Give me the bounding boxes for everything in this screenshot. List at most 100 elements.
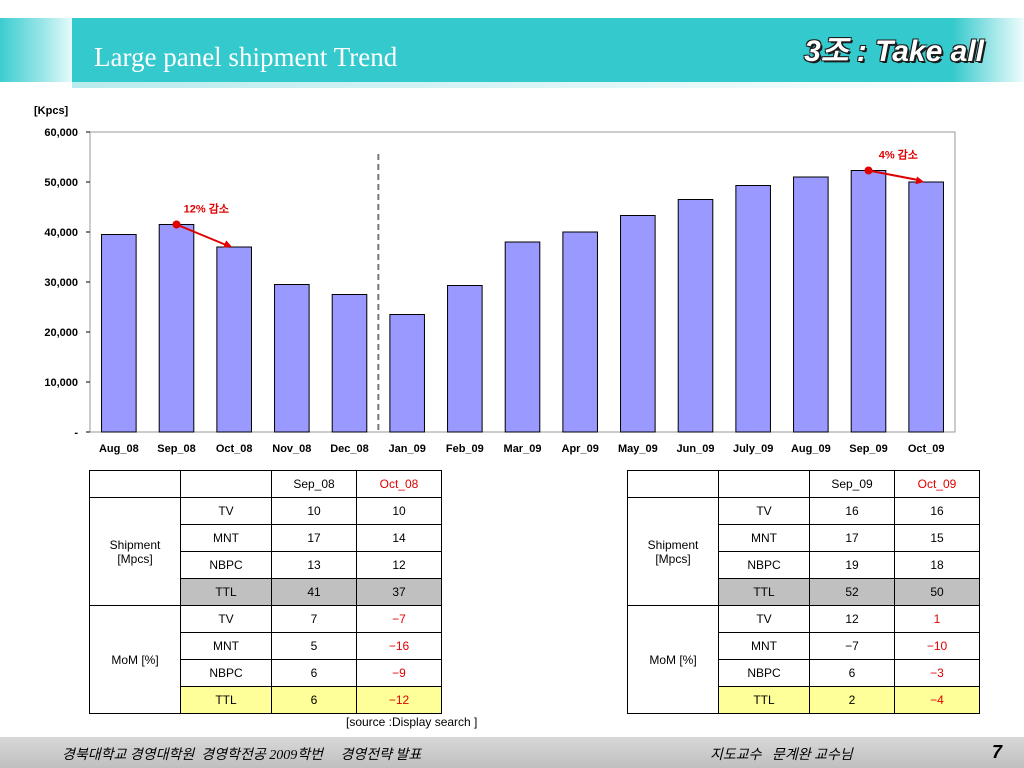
bar: [447, 285, 483, 433]
row-group-label: MoM [%]: [89, 605, 181, 714]
bar: [793, 176, 829, 433]
row-label: TV: [180, 497, 272, 525]
table-corner: [718, 470, 810, 498]
shipment-bar-chart: [Kpcs] - 10,000 20,000 30,000 40,000 50,000 60…: [34, 105, 956, 455]
row-label: TV: [718, 497, 810, 525]
col-header: Oct_08: [356, 470, 442, 498]
bar: [216, 246, 252, 433]
table-cell: 5: [271, 632, 357, 660]
x-tick-label: Apr_09: [562, 443, 599, 455]
header-bar: [72, 18, 952, 82]
y-unit-label: [Kpcs]: [34, 105, 69, 117]
x-tick-label: Oct_09: [908, 443, 945, 455]
table-cell: −3: [894, 659, 980, 687]
row-label: NBPC: [718, 659, 810, 687]
decrease-start-dot: [864, 166, 873, 175]
bar: [850, 170, 887, 433]
y-tick-label: 50,000: [44, 177, 78, 189]
table-cell: 19: [809, 551, 895, 579]
decrease-annotation-label: 12% 감소: [184, 202, 229, 216]
table-cell: 17: [809, 524, 895, 552]
col-header: Oct_09: [894, 470, 980, 498]
footer-course-label: 경북대학교 경영대학원 경영학전공 2009학번 경영전략 발표: [62, 748, 422, 763]
row-label: TTL: [718, 578, 810, 606]
bar: [562, 231, 598, 433]
col-header: Sep_08: [271, 470, 357, 498]
table-corner: [627, 470, 719, 498]
table-cell: 6: [271, 686, 357, 714]
bar: [101, 234, 137, 433]
y-tick-label: 30,000: [44, 277, 78, 289]
slide-header: Large panel shipment Trend 3조 : Take all: [0, 0, 1024, 88]
x-tick-label: Jan_09: [389, 443, 426, 455]
table-cell: 52: [809, 578, 895, 606]
y-tick-label: 60,000: [44, 127, 78, 139]
x-tick-label: Aug_09: [791, 443, 831, 455]
row-label: MNT: [718, 524, 810, 552]
x-tick-label: Jun_09: [677, 443, 715, 455]
team-tagline: 3조 : Take all: [804, 35, 984, 68]
decrease-start-dot: [172, 220, 181, 229]
page-number: 7: [992, 742, 1003, 762]
x-tick-label: Sep_08: [157, 443, 196, 455]
table-cell: −10: [894, 632, 980, 660]
bar: [504, 241, 541, 433]
table-cell: −7: [356, 605, 442, 633]
row-label: NBPC: [718, 551, 810, 579]
x-tick-label: May_09: [618, 443, 658, 455]
shipment-table-2009: Sep_09 Oct_09 Shipment [Mpcs] TV 16 16 M…: [627, 470, 980, 714]
row-label: MNT: [180, 524, 272, 552]
decrease-arrow-line: [176, 223, 227, 246]
x-tick-label: Sep_09: [849, 443, 888, 455]
row-group-label: MoM [%]: [627, 605, 719, 714]
y-tick-label: -: [74, 427, 78, 439]
plot-area: - 10,000 20,000 30,000 40,000 50,000 60,000 Aug…: [44, 127, 956, 455]
source-note: [source :Display search ]: [346, 715, 478, 729]
table-cell: −9: [356, 659, 442, 687]
row-label: NBPC: [180, 659, 272, 687]
shipment-table-2008: Sep_08 Oct_08 Shipment [Mpcs] TV 10 10 M…: [89, 470, 442, 714]
table-cell: 12: [809, 605, 895, 633]
decrease-annotation-label: 4% 감소: [879, 148, 918, 162]
table-cell: −16: [356, 632, 442, 660]
table-cell: 13: [271, 551, 357, 579]
row-label: MNT: [180, 632, 272, 660]
table-cell: 1: [894, 605, 980, 633]
table-cell: 18: [894, 551, 980, 579]
bar: [620, 215, 656, 433]
header-underline: [72, 82, 1024, 88]
table-cell: 2: [809, 686, 895, 714]
table-cell: 14: [356, 524, 442, 552]
table-cell: 6: [809, 659, 895, 687]
slide-footer: [0, 737, 1024, 768]
decrease-arrow-head: [915, 176, 925, 185]
header-left-accent: [0, 18, 72, 82]
bar: [908, 181, 944, 433]
row-group-label: Shipment [Mpcs]: [627, 497, 719, 606]
y-tick-label: 20,000: [44, 327, 78, 339]
table-cell: 12: [356, 551, 442, 579]
row-label: TV: [180, 605, 272, 633]
table-cell: 41: [271, 578, 357, 606]
row-label: TTL: [180, 578, 272, 606]
table-corner: [89, 470, 181, 498]
row-label: TV: [718, 605, 810, 633]
x-tick-label: Dec_08: [330, 443, 369, 455]
x-tick-label: July_09: [733, 443, 773, 455]
row-label: TTL: [718, 686, 810, 714]
row-group-label: Shipment [Mpcs]: [89, 497, 181, 606]
row-label: MNT: [718, 632, 810, 660]
x-tick-label: Oct_08: [216, 443, 253, 455]
table-cell: −7: [809, 632, 895, 660]
decrease-arrow-head: [223, 240, 233, 248]
table-cell: 50: [894, 578, 980, 606]
y-tick-label: 40,000: [44, 227, 78, 239]
table-cell: 16: [894, 497, 980, 525]
table-cell: 10: [356, 497, 442, 525]
x-tick-label: Feb_09: [446, 443, 484, 455]
table-cell: −12: [356, 686, 442, 714]
table-cell: −4: [894, 686, 980, 714]
bar: [158, 224, 195, 433]
row-label: TTL: [180, 686, 272, 714]
table-cell: 7: [271, 605, 357, 633]
